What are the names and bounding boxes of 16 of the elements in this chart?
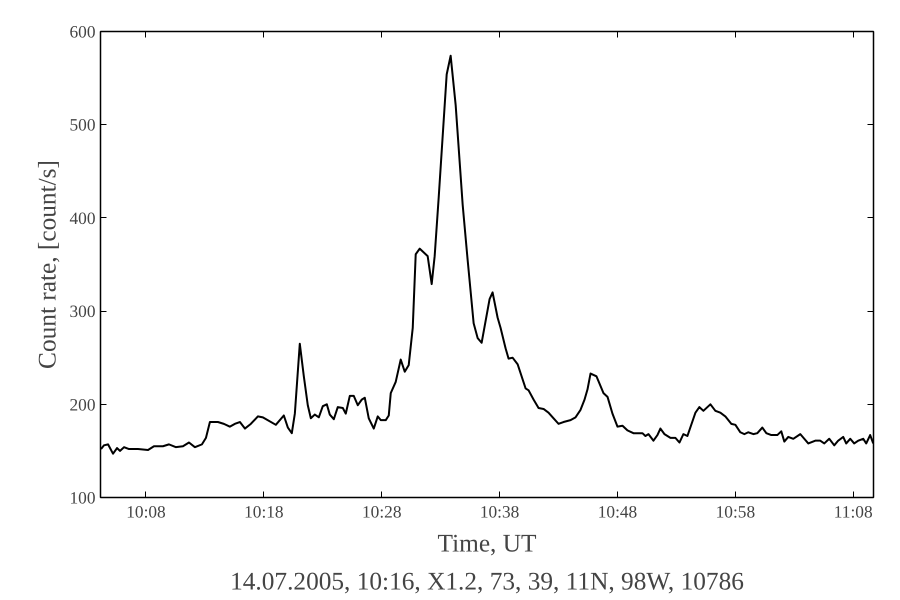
x-axis-title: Time, UT: [438, 530, 538, 558]
x-tick-label: 10:18: [244, 502, 284, 522]
x-tick-label: 10:28: [362, 502, 402, 522]
y-tick-label: 300: [70, 302, 96, 322]
y-tick-label: 100: [70, 488, 96, 508]
y-tick-label: 500: [70, 116, 96, 135]
y-tick-label: 200: [70, 395, 96, 414]
x-tick-label: 11:08: [834, 502, 873, 522]
x-tick-label: 10:08: [126, 502, 166, 522]
y-axis-title: Count rate, [count/s]: [34, 160, 62, 369]
y-tick-label: 400: [70, 208, 96, 228]
x-tick-label: 10:48: [598, 502, 638, 522]
x-tick-label: 10:58: [716, 502, 756, 522]
text: 14.07.2005, 10:16, X1.2, 73, 39, 11N, 98W, 10786: [230, 568, 744, 596]
x-tick-label: 10:38: [480, 502, 520, 522]
y-tick-label: 600: [70, 22, 96, 42]
